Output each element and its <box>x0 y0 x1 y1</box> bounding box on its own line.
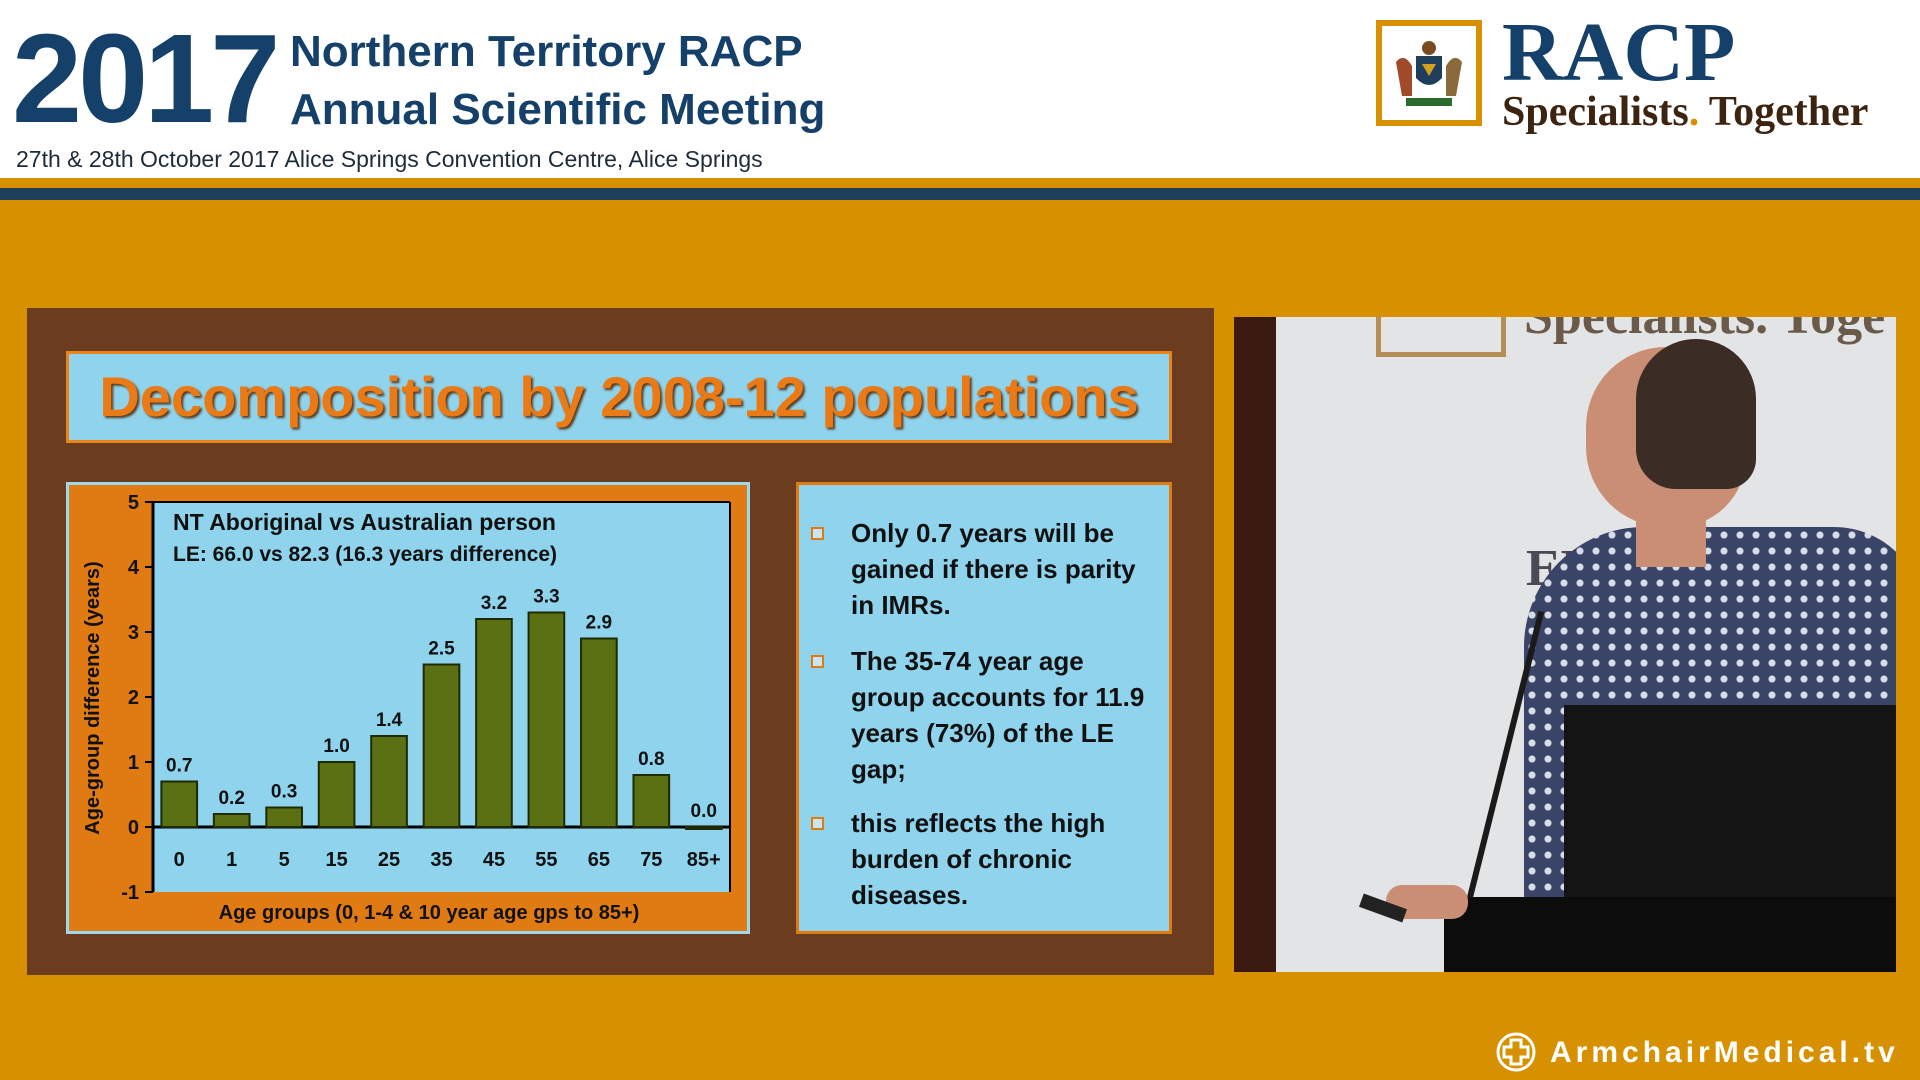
header-banner: 2017 Northern Territory RACP Annual Scie… <box>0 0 1920 178</box>
bar <box>684 826 723 830</box>
bar-value-label: 0.7 <box>166 756 192 777</box>
chart-subtitle: LE: 66.0 vs 82.3 (16.3 years difference) <box>173 543 557 566</box>
tagline-dot: . <box>1688 89 1700 135</box>
tagline-part1: Specialists <box>1502 89 1689 135</box>
chart-title: NT Aboriginal vs Australian person <box>173 509 556 535</box>
x-tick-label: 15 <box>325 849 347 871</box>
x-tick-label: 5 <box>279 849 290 871</box>
bar <box>160 780 199 828</box>
x-tick-label: 85+ <box>687 849 721 871</box>
bar <box>370 735 408 828</box>
bar-value-label: 0.0 <box>691 801 717 822</box>
slide-title: Decomposition by 2008-12 populations <box>99 365 1139 428</box>
header-orange-band <box>0 178 1920 188</box>
y-tick-label: 4 <box>128 557 140 579</box>
x-tick-label: 0 <box>174 849 185 871</box>
coat-of-arms-icon <box>1396 41 1462 106</box>
y-axis-label: Age-group difference (years) <box>82 561 104 834</box>
backdrop-logo-frame <box>1376 317 1506 357</box>
event-title-line2: Annual Scientific Meeting <box>290 85 826 134</box>
footer-brand: ArmchairMedical.tv <box>1550 1036 1899 1069</box>
y-tick-label: -1 <box>121 882 139 904</box>
presentation-slide: Decomposition by 2008-12 populations -1 0… <box>27 308 1214 975</box>
bullet-panel: Only 0.7 years will be gained if there i… <box>796 482 1172 934</box>
bullet-marker-icon <box>811 527 824 540</box>
y-tick-label: 3 <box>128 622 139 644</box>
bar-value-label: 2.9 <box>586 613 612 634</box>
y-tick-label: 2 <box>128 687 139 709</box>
y-tick-label: 0 <box>128 817 139 839</box>
bullet-text: The 35-74 year age group accounts for 11… <box>851 646 1145 784</box>
bar <box>527 611 566 828</box>
x-tick-label: 65 <box>588 849 610 871</box>
bar-value-label: 1.4 <box>376 710 403 731</box>
x-tick-label: 35 <box>430 849 452 871</box>
crest-inner <box>1382 26 1476 120</box>
slide-title-box: Decomposition by 2008-12 populations <box>66 351 1172 443</box>
header-navy-band <box>0 188 1920 200</box>
bar-value-label: 3.2 <box>481 593 507 614</box>
event-subtitle: 27th & 28th October 2017 Alice Springs C… <box>16 146 763 172</box>
bar-value-label: 0.3 <box>271 782 297 803</box>
chart-panel: -1 0 1 2 3 4 5 0.7 0.2 0.3 1.0 1.4 2.5 3.2 3.3 2.9 0.8 0… <box>66 482 750 934</box>
event-title-line1: Northern Territory RACP <box>290 27 803 76</box>
lectern-front <box>1444 897 1896 972</box>
bar <box>212 813 251 828</box>
x-tick-label: 25 <box>378 849 400 871</box>
bar-value-label: 1.0 <box>323 736 349 757</box>
bar <box>580 637 618 828</box>
bar-value-label: 0.8 <box>638 749 664 770</box>
racp-crest-icon <box>1376 20 1482 126</box>
armchair-medical-cross-icon <box>1496 1032 1536 1072</box>
racp-tagline: Specialists. Together <box>1502 88 1868 136</box>
y-tick-label: 5 <box>128 492 139 514</box>
x-axis-label: Age groups (0, 1-4 & 10 year age gps to … <box>219 902 640 924</box>
racp-logo-text: RACP <box>1502 6 1736 99</box>
x-tick-label: 55 <box>535 849 557 871</box>
bar <box>475 618 513 828</box>
speaker-video[interactable]: Specialists. Toge EDU A I <box>1234 317 1896 972</box>
bullet-text: this reflects the high burden of chronic… <box>851 808 1106 910</box>
speaker-hair <box>1636 339 1756 489</box>
x-tick-label: 75 <box>640 849 662 871</box>
bar <box>422 663 461 828</box>
bullet-marker-icon <box>811 655 824 668</box>
bar-value-label: 0.2 <box>218 788 244 809</box>
video-dark-edge <box>1234 317 1276 972</box>
tagline-part2: Together <box>1699 89 1869 135</box>
bar-value-label: 3.3 <box>533 587 559 608</box>
bullet-marker-icon <box>811 817 824 830</box>
bar <box>317 761 356 828</box>
y-tick-label: 1 <box>128 752 139 774</box>
x-tick-label: 1 <box>226 849 237 871</box>
bar-value-label: 2.5 <box>428 639 455 660</box>
bar <box>632 774 671 828</box>
x-tick-label: 45 <box>483 849 505 871</box>
bar <box>265 806 303 828</box>
event-year: 2017 <box>12 8 280 149</box>
bullet-text: Only 0.7 years will be gained if there i… <box>851 518 1136 620</box>
